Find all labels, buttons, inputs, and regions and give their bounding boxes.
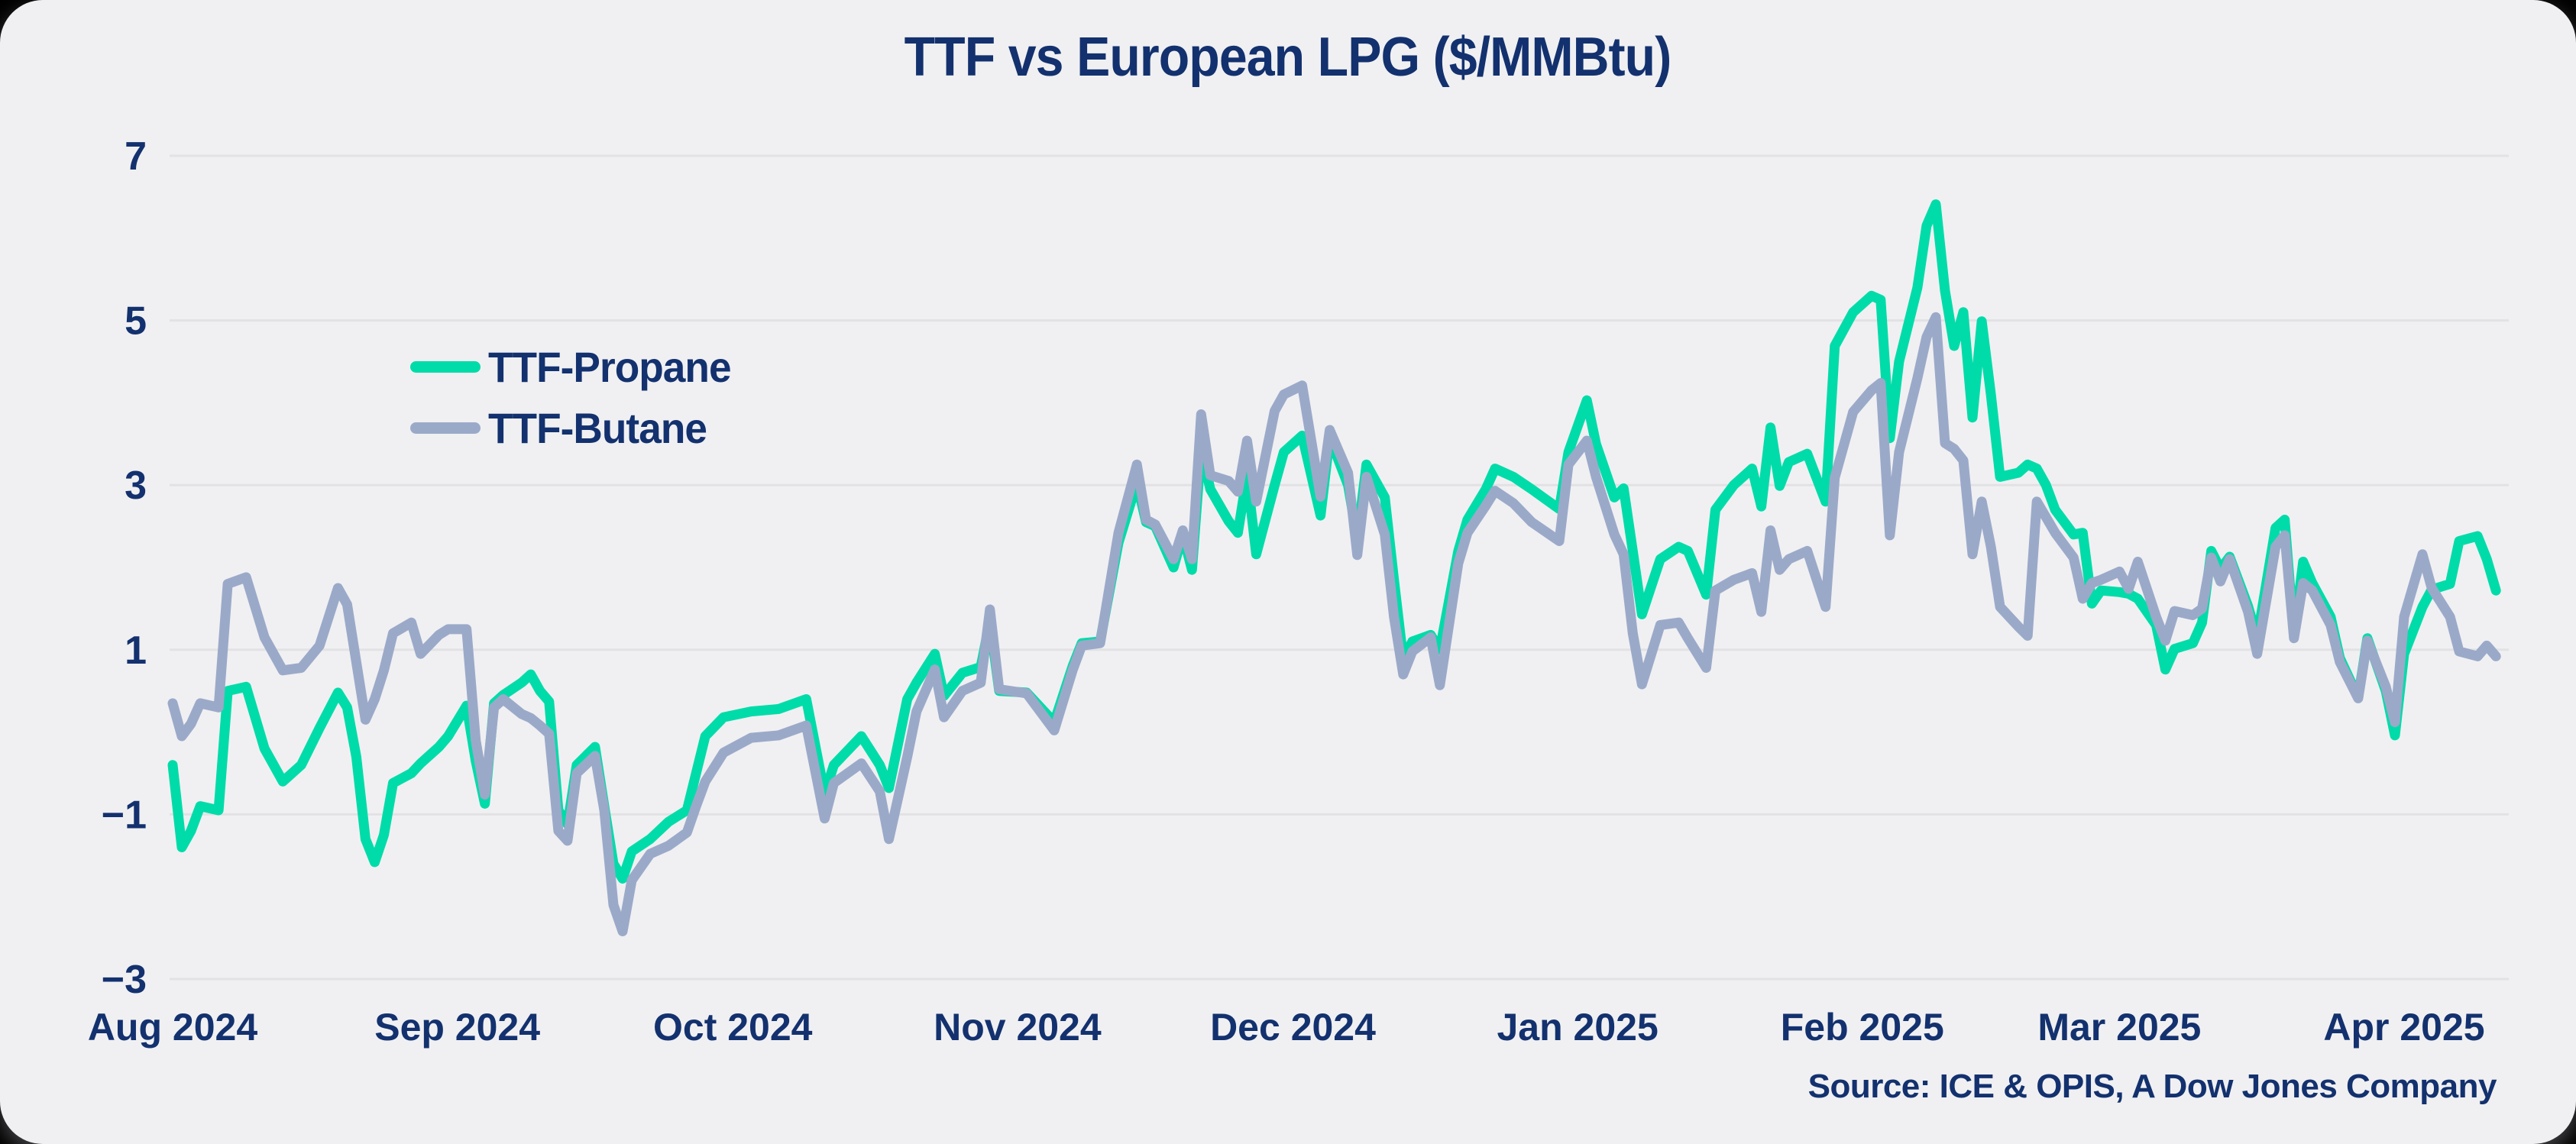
y-axis-tick-label: −3	[102, 958, 147, 1002]
y-axis-tick-label: 3	[125, 464, 147, 508]
x-axis-tick-label: Oct 2024	[653, 1006, 813, 1049]
x-axis-tick-label: Apr 2025	[2323, 1006, 2484, 1049]
y-axis-tick-label: 1	[125, 629, 147, 673]
series-line-ttf-butane	[167, 312, 2501, 936]
legend-label-propane: TTF-Propane	[488, 342, 732, 391]
x-axis-tick-label: Dec 2024	[1210, 1006, 1376, 1049]
x-axis-tick-label: Sep 2024	[374, 1006, 540, 1049]
y-axis-tick-label: −1	[102, 793, 147, 837]
chart-header: TTF vs European LPG ($/MMBtu)	[0, 26, 2576, 89]
x-axis-tick-label: Aug 2024	[88, 1006, 258, 1049]
legend: TTF-Propane TTF-Butane	[410, 341, 743, 453]
legend-label-butane: TTF-Butane	[488, 403, 707, 452]
propane-line-swatch	[410, 360, 481, 373]
x-axis-tick-label: Mar 2025	[2037, 1006, 2201, 1049]
chart-title: TTF vs European LPG ($/MMBtu)	[905, 27, 1672, 88]
x-axis-tick-label: Feb 2025	[1781, 1006, 1944, 1049]
legend-item-propane: TTF-Propane	[410, 341, 743, 392]
legend-item-butane: TTF-Butane	[410, 402, 743, 453]
x-axis-tick-label: Nov 2024	[934, 1006, 1102, 1049]
y-axis-tick-label: 5	[125, 299, 147, 344]
source-note: Source: ICE & OPIS, A Dow Jones Company	[1807, 1068, 2497, 1105]
series-line-ttf-propane	[167, 199, 2501, 884]
butane-line-swatch	[410, 422, 481, 434]
y-axis-tick-label: 7	[125, 134, 147, 179]
x-axis-tick-label: Jan 2025	[1497, 1006, 1659, 1049]
